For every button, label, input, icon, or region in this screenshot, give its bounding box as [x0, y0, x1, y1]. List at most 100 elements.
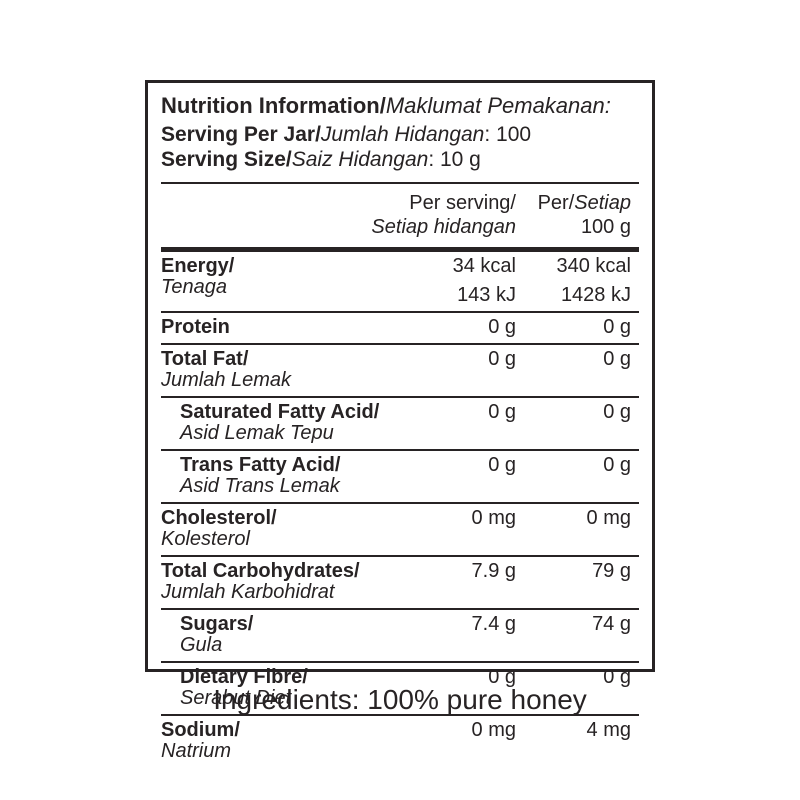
value-line: 4 mg — [586, 719, 631, 741]
row-value-per-serving: 7.9 g — [416, 561, 516, 582]
row-label-line1: Energy/Tenaga — [161, 256, 416, 298]
row-label-en: Protein — [161, 316, 230, 338]
row-value-per-100g: 74 g — [516, 614, 639, 635]
row-label: Energy/Tenaga — [161, 256, 416, 298]
row-value-per-serving: 0 g — [416, 349, 516, 370]
row-label: Cholesterol/Kolesterol — [161, 508, 416, 550]
row-label-en: Energy/ — [161, 255, 235, 277]
value-line: 0 mg — [586, 507, 631, 529]
row-label-en: Saturated Fatty Acid/ — [180, 401, 380, 423]
column-header-row: Per serving/ Setiap hidangan Per/Setiap … — [161, 184, 639, 247]
column-header-per-100g-amount: 100 g — [580, 216, 631, 238]
row-label-ms: Natrium — [161, 740, 232, 762]
value-line: 79 g — [592, 560, 631, 582]
row-label: Trans Fatty Acid/Asid Trans Lemak — [161, 455, 416, 497]
table-row-total-carbohydrates: Total Carbohydrates/Jumlah Karbohidrat 7.… — [161, 555, 639, 608]
serving-info: Serving Per Jar/Jumlah Hidangan: 100 Ser… — [161, 122, 639, 172]
value-line: 0 g — [488, 454, 516, 476]
row-label-en: Total Fat/ — [161, 348, 249, 370]
row-label-line1: Trans Fatty Acid/ — [180, 455, 416, 476]
row-label-line1: Dietary Fibre/Serabut Diet — [180, 667, 416, 709]
divider-thin — [161, 182, 639, 184]
row-value-per-100g: 0 mg — [516, 508, 639, 529]
label-title-ms: Maklumat Pemakanan: — [385, 93, 611, 118]
row-label-en: Sodium/ — [161, 719, 240, 741]
serving-size-value: : 10 g — [428, 148, 481, 171]
value-line: 7.9 g — [471, 560, 516, 582]
row-value-per-100g: 0 g — [516, 455, 639, 476]
row-label-line1: Sodium/Natrium — [161, 720, 416, 762]
value-line: 0 mg — [471, 507, 516, 529]
table-row-protein: Protein 0 g 0 g — [161, 311, 639, 343]
row-label: Total Fat/Jumlah Lemak — [161, 349, 416, 391]
row-label: Protein — [161, 317, 416, 338]
row-label-ms: Tenaga — [161, 276, 227, 298]
value-line: 0 g — [488, 348, 516, 370]
value-line: 0 g — [488, 666, 516, 688]
row-value-per-100g: 4 mg — [516, 720, 639, 741]
column-header-per-serving-en: Per serving/ — [409, 192, 516, 214]
row-value-per-serving: 0 g — [416, 667, 516, 688]
column-header-per-100g-ms: Setiap — [574, 192, 631, 214]
row-label-line1: Total Fat/Jumlah Lemak — [161, 349, 416, 391]
row-value-per-100g: 0 g — [516, 667, 639, 688]
row-label-en: Cholesterol/ — [161, 507, 277, 529]
value-line: 0 g — [603, 666, 631, 688]
table-row-dietary-fibre: Dietary Fibre/Serabut Diet 0 g 0 g — [161, 661, 639, 714]
value-line: 0 g — [603, 316, 631, 338]
table-row-saturated-fatty-acid: Saturated Fatty Acid/Asid Lemak Tepu 0 g 0… — [161, 396, 639, 449]
row-value-per-100g: 340 kcal 1428 kJ — [516, 256, 639, 306]
nutrition-table: Energy/Tenaga 34 kcal 143 kJ 340 kcal 1428 k… — [161, 252, 639, 767]
row-label: Dietary Fibre/Serabut Diet — [161, 667, 416, 709]
serving-size-ms: Saiz Hidangan — [291, 148, 429, 171]
label-title: Nutrition Information/Maklumat Pemakanan… — [161, 93, 639, 119]
serving-size-en: Serving Size/ — [161, 148, 292, 171]
table-row-total-fat: Total Fat/Jumlah Lemak 0 g 0 g — [161, 343, 639, 396]
nutrition-label: Nutrition Information/Maklumat Pemakanan… — [145, 80, 655, 762]
value-line: 1428 kJ — [560, 284, 631, 306]
row-label-en: Trans Fatty Acid/ — [180, 454, 341, 476]
serving-per-jar-en: Serving Per Jar/ — [161, 123, 321, 146]
row-label-line1: Cholesterol/Kolesterol — [161, 508, 416, 550]
row-label-ms: Asid Trans Lemak — [180, 475, 340, 497]
serving-per-jar: Serving Per Jar/Jumlah Hidangan: 100 — [161, 122, 639, 147]
value-line: 143 kJ — [457, 284, 516, 306]
ingredients-line: Ingredients: 100% pure honey — [213, 684, 587, 715]
row-label-line1: Protein — [161, 317, 416, 338]
value-line: 0 g — [603, 401, 631, 423]
table-row-sodium: Sodium/Natrium 0 mg 4 mg — [161, 714, 639, 767]
row-value-per-serving: 7.4 g — [416, 614, 516, 635]
row-label-ms: Kolesterol — [161, 528, 250, 550]
label-title-en: Nutrition Information/ — [161, 93, 386, 118]
value-line: 7.4 g — [471, 613, 516, 635]
row-label: Total Carbohydrates/Jumlah Karbohidrat — [161, 561, 416, 603]
serving-per-jar-ms: Jumlah Hidangan — [320, 123, 485, 146]
value-line: 0 g — [603, 348, 631, 370]
row-label-ms: Jumlah Karbohidrat — [161, 581, 335, 603]
column-header-per-serving-ms: Setiap hidangan — [371, 216, 516, 238]
row-value-per-100g: 0 g — [516, 402, 639, 423]
row-label-ms: Gula — [180, 634, 223, 656]
row-value-per-serving: 0 mg — [416, 720, 516, 741]
row-label-line1: Saturated Fatty Acid/ — [180, 402, 416, 423]
row-label-line1: Total Carbohydrates/ — [161, 561, 416, 582]
divider-thick — [161, 247, 639, 252]
value-line: 0 g — [603, 454, 631, 476]
row-value-per-100g: 0 g — [516, 317, 639, 338]
serving-size: Serving Size/Saiz Hidangan: 10 g — [161, 147, 639, 172]
row-label-en: Total Carbohydrates/ — [161, 560, 360, 582]
value-line: 74 g — [592, 613, 631, 635]
column-header-per-serving: Per serving/ Setiap hidangan — [161, 191, 516, 239]
column-header-per-100g-line1: Per/Setiap — [516, 191, 631, 215]
value-line: 0 mg — [471, 719, 516, 741]
row-label: Saturated Fatty Acid/Asid Lemak Tepu — [161, 402, 416, 444]
row-label-ms: Jumlah Lemak — [161, 369, 292, 391]
table-row-cholesterol: Cholesterol/Kolesterol 0 mg 0 mg — [161, 502, 639, 555]
row-label-en: Dietary Fibre/ — [180, 666, 308, 688]
row-value-per-serving: 0 g — [416, 402, 516, 423]
row-label-line1: Sugars/Gula — [180, 614, 416, 656]
row-value-per-100g: 79 g — [516, 561, 639, 582]
row-label-ms: Serabut Diet — [180, 687, 292, 709]
row-value-per-serving: 34 kcal 143 kJ — [416, 256, 516, 306]
table-row-trans-fatty-acid: Trans Fatty Acid/Asid Trans Lemak 0 g 0 g — [161, 449, 639, 502]
